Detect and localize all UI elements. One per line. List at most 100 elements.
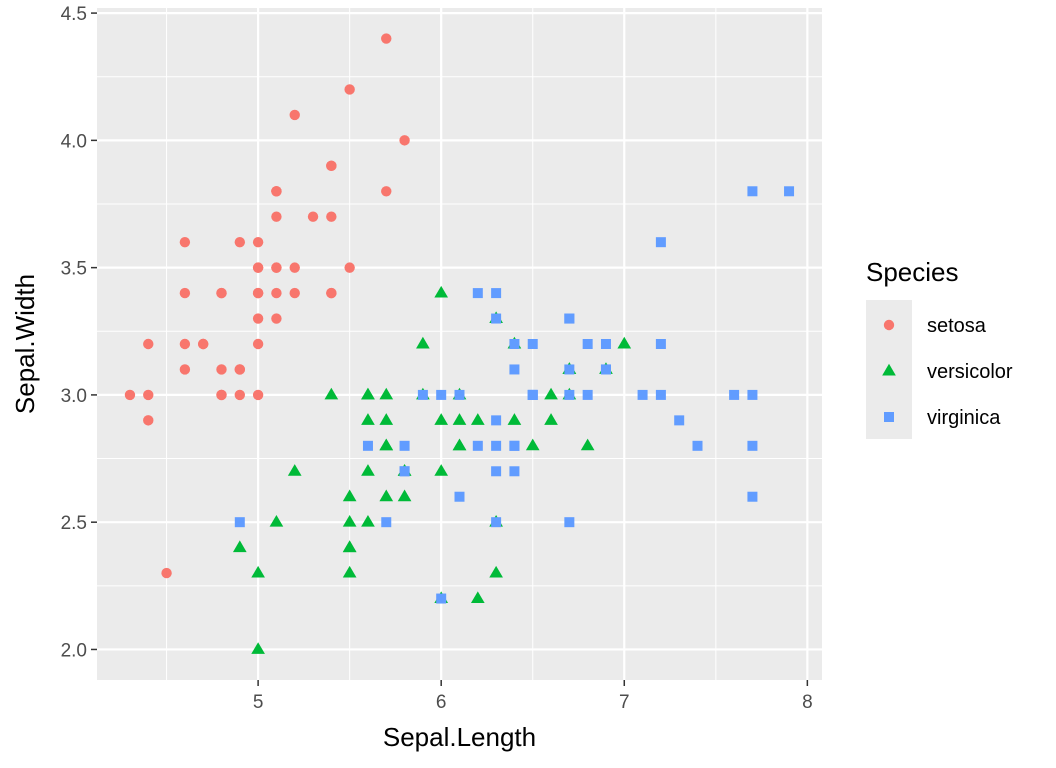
x-tick-label: 7 (619, 692, 630, 713)
versicolor-point (434, 285, 449, 298)
setosa-point (179, 338, 191, 350)
setosa-point (252, 262, 264, 273)
y-tick-label: 2.5 (61, 513, 87, 534)
virginica-point (509, 466, 520, 477)
setosa-point (143, 338, 154, 350)
versicolor-point (580, 438, 595, 451)
virginica-point (564, 313, 575, 324)
versicolor-point (379, 489, 394, 502)
versicolor-point (452, 438, 467, 451)
virginica-point (747, 389, 758, 400)
setosa-point (381, 33, 392, 44)
setosa-point (252, 313, 264, 324)
virginica-point (417, 389, 428, 400)
legend-title: Species (866, 257, 959, 287)
versicolor-point (379, 387, 394, 400)
setosa-point (179, 364, 191, 375)
versicolor-point (470, 413, 485, 425)
setosa-point (326, 211, 337, 222)
virginica-point (472, 440, 483, 451)
setosa-point (161, 567, 172, 579)
virginica-point (491, 517, 502, 528)
virginica-point (729, 389, 740, 400)
setosa-point (271, 186, 282, 197)
setosa-point (289, 109, 300, 121)
versicolor-point (361, 464, 375, 476)
virginica-point (600, 364, 611, 375)
setosa-point (216, 389, 227, 401)
virginica-point (491, 415, 502, 426)
setosa-point (234, 389, 246, 401)
virginica-point (472, 288, 483, 299)
setosa-point (381, 186, 392, 197)
versicolor-point (452, 413, 467, 425)
setosa-point (252, 338, 264, 350)
legend-label-virginica: virginica (927, 407, 1001, 429)
versicolor-point (416, 336, 430, 349)
virginica-point (564, 517, 575, 528)
legend: Species setosa versicolor virginica (866, 257, 1013, 439)
versicolor-point (544, 413, 558, 425)
virginica-point (582, 339, 593, 349)
versicolor-point (324, 387, 339, 400)
setosa-point (252, 236, 264, 248)
setosa-point (252, 389, 264, 401)
plot-panel (97, 8, 822, 680)
versicolor-point (342, 489, 357, 502)
virginica-point (692, 440, 703, 451)
virginica-point (564, 389, 575, 400)
virginica-point (747, 440, 758, 451)
versicolor-point (251, 642, 265, 654)
y-tick-label: 2.0 (61, 640, 87, 661)
virginica-point (637, 389, 648, 400)
setosa-point (271, 287, 282, 299)
virginica-point (655, 237, 666, 248)
setosa-point (289, 287, 300, 299)
virginica-point (747, 186, 758, 197)
setosa-point (271, 211, 282, 222)
setosa-point (271, 313, 282, 324)
versicolor-point (525, 438, 540, 451)
setosa-point (197, 338, 209, 350)
virginica-point (436, 593, 447, 604)
versicolor-point (361, 413, 375, 425)
setosa-point (179, 287, 191, 299)
virginica-point (454, 491, 465, 502)
virginica-point (674, 415, 685, 426)
versicolor-point (342, 565, 357, 578)
virginica-point (564, 364, 575, 375)
x-axis-title: Sepal.Length (383, 722, 536, 752)
virginica-point (655, 339, 666, 349)
y-tick-label: 3.5 (61, 259, 87, 280)
virginica-point (454, 389, 465, 400)
setosa-point (234, 236, 246, 248)
versicolor-point (434, 464, 449, 476)
setosa-point (216, 287, 227, 299)
versicolor-point (397, 489, 412, 502)
versicolor-point (269, 514, 284, 527)
setosa-point (143, 389, 154, 401)
virginica-point (491, 466, 502, 477)
setosa-point (143, 415, 154, 426)
virginica-point (491, 440, 502, 451)
data-points (124, 33, 795, 654)
legend-label-setosa: setosa (927, 315, 987, 337)
versicolor-point (470, 591, 485, 604)
versicolor-point (489, 565, 503, 578)
x-tick-label: 5 (253, 692, 264, 713)
versicolor-point (544, 387, 558, 400)
legend-key-virginica (884, 412, 894, 422)
setosa-point (326, 287, 337, 299)
setosa-point (179, 236, 191, 248)
versicolor-point (251, 565, 265, 578)
virginica-point (234, 517, 245, 528)
virginica-point (399, 440, 410, 451)
virginica-point (527, 339, 538, 349)
x-tick-label: 8 (802, 692, 813, 713)
versicolor-point (507, 413, 522, 425)
legend-key-versicolor (882, 363, 896, 376)
setosa-point (344, 84, 355, 95)
setosa-point (289, 262, 300, 273)
virginica-point (509, 339, 520, 349)
versicolor-point (361, 387, 375, 400)
